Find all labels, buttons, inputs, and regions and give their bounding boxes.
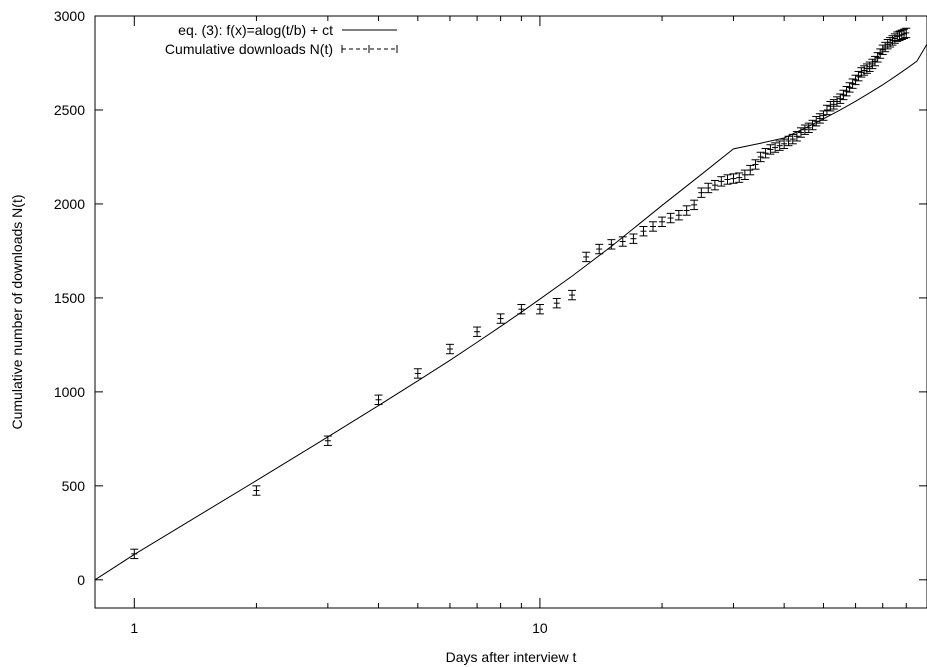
y-tick-label: 1500 <box>54 290 85 306</box>
data-point <box>792 131 801 142</box>
data-point <box>473 326 482 337</box>
legend-label-data: Cumulative downloads N(t) <box>165 41 333 57</box>
data-point <box>374 394 383 405</box>
y-tick-label: 0 <box>77 572 85 588</box>
data-point <box>902 27 911 39</box>
series-group <box>94 27 927 581</box>
data-point <box>649 221 658 232</box>
data-point <box>582 251 591 263</box>
data-point <box>413 368 422 379</box>
data-point <box>666 212 675 224</box>
x-tick-label: 1 <box>130 620 138 636</box>
data-point <box>595 243 604 255</box>
x-tick-label: 10 <box>532 620 548 636</box>
y-axis-label: Cumulative number of downloads N(t) <box>9 195 25 430</box>
data-point <box>756 151 765 163</box>
data-point <box>775 140 784 151</box>
data-point <box>836 93 845 104</box>
axes-group <box>94 15 927 609</box>
data-point <box>761 147 770 159</box>
data-point <box>812 116 821 127</box>
data-point <box>130 548 139 560</box>
data-point <box>746 164 755 176</box>
data-point <box>629 233 638 244</box>
data-point <box>788 133 797 145</box>
data-point <box>607 239 616 250</box>
data-point <box>833 96 842 107</box>
data-point <box>796 127 805 138</box>
data-point <box>808 119 817 131</box>
y-tick-label: 2000 <box>54 196 85 212</box>
fit-line <box>94 43 927 581</box>
legend-label-fit: eq. (3): f(x)=alog(t/b) + ct <box>178 22 333 38</box>
data-point <box>815 113 824 124</box>
data-point <box>618 236 627 247</box>
data-point <box>535 303 544 315</box>
plot-frame <box>94 15 927 609</box>
data-point <box>639 225 648 237</box>
data-point <box>780 138 789 149</box>
data-point <box>819 110 828 121</box>
data-point <box>496 313 505 324</box>
y-tick-label: 1000 <box>54 384 85 400</box>
legend: eq. (3): f(x)=alog(t/b) + ct Cumulative d… <box>165 22 398 57</box>
y-tick-label: 3000 <box>54 8 85 24</box>
data-point <box>829 99 838 110</box>
ticks-group: 0 500 1000 1500 2000 2500 3000 1 10 <box>54 8 927 636</box>
data-point <box>822 104 831 116</box>
data-point <box>717 176 726 187</box>
data-point <box>658 216 667 227</box>
data-point <box>710 179 719 191</box>
data-point <box>766 144 775 155</box>
data-point <box>771 142 780 153</box>
y-tick-label: 2500 <box>54 102 85 118</box>
data-point <box>735 172 744 183</box>
data-point <box>697 187 706 198</box>
x-axis-label: Days after interview t <box>446 649 577 665</box>
data-point <box>682 205 691 216</box>
data-point <box>517 303 526 315</box>
data-point <box>674 210 683 221</box>
data-point <box>552 297 561 309</box>
data-point <box>252 485 261 496</box>
data-point <box>729 173 738 184</box>
data-point <box>568 289 577 301</box>
data-point <box>690 199 699 211</box>
data-point <box>704 182 713 194</box>
data-point <box>723 174 732 185</box>
data-point <box>740 169 749 181</box>
data-point <box>445 343 454 355</box>
data-point <box>751 159 760 170</box>
data-point <box>804 122 813 134</box>
data-point <box>784 135 793 147</box>
y-tick-label: 500 <box>62 478 86 494</box>
data-point <box>323 435 332 446</box>
